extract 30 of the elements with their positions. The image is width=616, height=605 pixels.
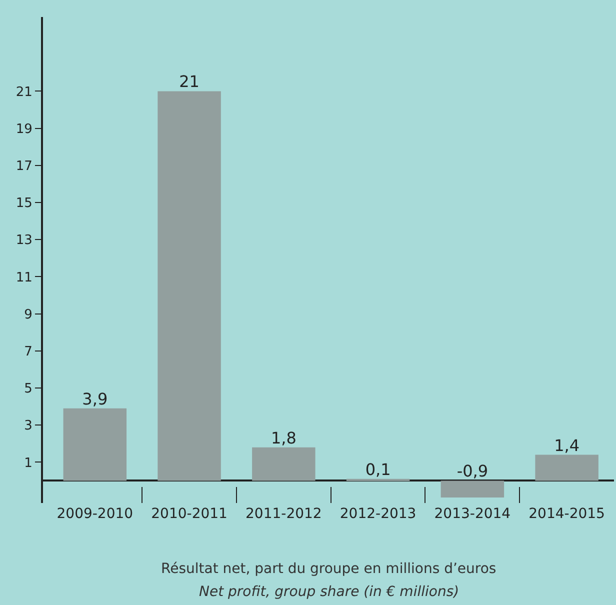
x-tick-label: 2009-2010 xyxy=(56,506,134,522)
data-label: 21 xyxy=(179,72,200,92)
text: Résultat net, part du groupe en millions d’euros xyxy=(161,561,496,577)
bar xyxy=(535,454,598,481)
y-tick-label: 11 xyxy=(16,270,32,286)
y-tick-label: 19 xyxy=(16,122,32,137)
text: Net profit, group share (in € millions) xyxy=(199,584,460,600)
y-tick-label: 17 xyxy=(16,158,32,174)
x-tick-label: 2010-2011 xyxy=(151,506,228,522)
y-tick-label: 21 xyxy=(16,84,32,100)
bar xyxy=(158,91,221,481)
x-tick-label: 2012-2013 xyxy=(340,506,416,522)
y-tick-label: 7 xyxy=(24,344,32,360)
x-tick-label: 2014-2015 xyxy=(528,506,605,522)
bar xyxy=(63,408,127,481)
data-label: 1,4 xyxy=(554,436,580,455)
bar xyxy=(252,447,316,481)
data-label: -0,9 xyxy=(456,462,488,481)
data-label: 1,8 xyxy=(270,428,296,448)
y-tick-label: 5 xyxy=(24,382,32,397)
y-tick-label: 1 xyxy=(24,456,32,471)
data-label: 0,1 xyxy=(365,460,391,479)
x-tick-label: 2013-2014 xyxy=(434,506,511,522)
y-tick-label: 3 xyxy=(24,418,32,434)
x-tick-label: 2011-2012 xyxy=(246,506,322,522)
data-label: 3,9 xyxy=(82,389,108,408)
y-tick-label: 15 xyxy=(16,196,32,212)
y-tick-label: 13 xyxy=(16,233,32,248)
bar xyxy=(440,480,504,498)
y-tick-label: 9 xyxy=(24,307,32,322)
